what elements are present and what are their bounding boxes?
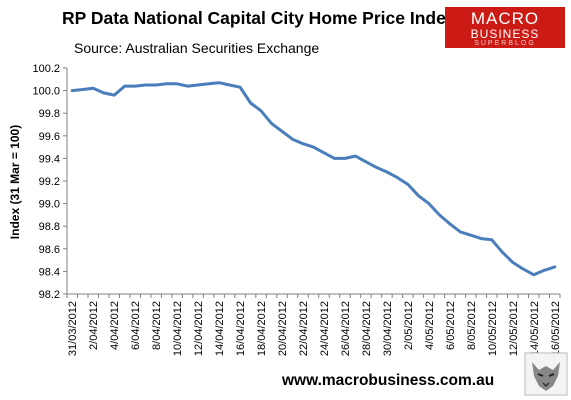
x-tick-label: 22/04/2012 xyxy=(298,301,310,356)
logo-line-macro: MACRO xyxy=(470,9,540,28)
y-tick-label: 99.8 xyxy=(39,108,60,120)
y-tick-label: 98.4 xyxy=(39,266,60,278)
x-tick-label: 16/05/2012 xyxy=(550,301,562,356)
x-tick-label: 6/04/2012 xyxy=(130,301,142,350)
x-tick-label: 8/05/2012 xyxy=(466,301,478,350)
website-url: www.macrobusiness.com.au xyxy=(282,372,495,389)
x-tick-label: 12/05/2012 xyxy=(508,301,520,356)
x-tick-label: 4/04/2012 xyxy=(109,301,121,350)
y-tick-label: 98.6 xyxy=(39,244,60,256)
y-axis-ticks: 98.2 98.4 98.6 98.8 99.0 99.2 99.4 99.6 99.8 100.… xyxy=(32,63,67,301)
x-tick-label: 20/04/2012 xyxy=(277,301,289,356)
x-tick-label: 6/05/2012 xyxy=(445,301,457,350)
logo-line-business: BUSINESS xyxy=(470,27,540,41)
x-tick-label: 4/05/2012 xyxy=(424,301,436,350)
x-tick-label: 10/04/2012 xyxy=(172,301,184,356)
x-tick-label: 18/04/2012 xyxy=(256,301,268,356)
y-tick-label: 98.8 xyxy=(39,221,60,233)
x-tick-label: 14/04/2012 xyxy=(214,301,226,356)
y-tick-label: 100.0 xyxy=(32,86,60,98)
wolf-emblem-icon xyxy=(524,352,568,396)
series-line xyxy=(70,81,557,277)
macrobusiness-logo: MACRO BUSINESS SUPERBLOG xyxy=(445,7,565,48)
chart-title: RP Data National Capital City Home Price… xyxy=(62,8,456,28)
x-tick-label: 8/04/2012 xyxy=(151,301,163,350)
y-tick-label: 99.4 xyxy=(39,153,60,165)
x-tick-label: 2/04/2012 xyxy=(88,301,100,350)
y-tick-label: 100.2 xyxy=(32,63,60,75)
y-tick-label: 99.6 xyxy=(39,131,60,143)
x-tick-label: 26/04/2012 xyxy=(340,301,352,356)
y-axis-label: Index (31 Mar = 100) xyxy=(8,125,22,239)
x-axis-ticks: 31/03/2012 2/04/2012 4/04/2012 6/04/2012 8/0… xyxy=(66,294,562,356)
x-tick-label: 10/05/2012 xyxy=(487,301,499,356)
x-tick-label: 14/05/2012 xyxy=(529,301,541,356)
y-tick-label: 99.2 xyxy=(39,176,60,188)
x-tick-label: 12/04/2012 xyxy=(193,301,205,356)
chart-subtitle: Source: Australian Securities Exchange xyxy=(74,40,320,56)
logo-line-superblog: SUPERBLOG xyxy=(474,40,536,47)
x-tick-label: 30/04/2012 xyxy=(382,301,394,356)
chart-axes xyxy=(66,68,560,295)
y-tick-label: 98.2 xyxy=(39,289,60,301)
x-tick-label: 16/04/2012 xyxy=(235,301,247,356)
x-tick-label: 31/03/2012 xyxy=(67,301,79,356)
x-tick-label: 24/04/2012 xyxy=(319,301,331,356)
x-tick-label: 2/05/2012 xyxy=(403,301,415,350)
y-tick-label: 99.0 xyxy=(39,199,60,211)
x-tick-label: 28/04/2012 xyxy=(361,301,373,356)
